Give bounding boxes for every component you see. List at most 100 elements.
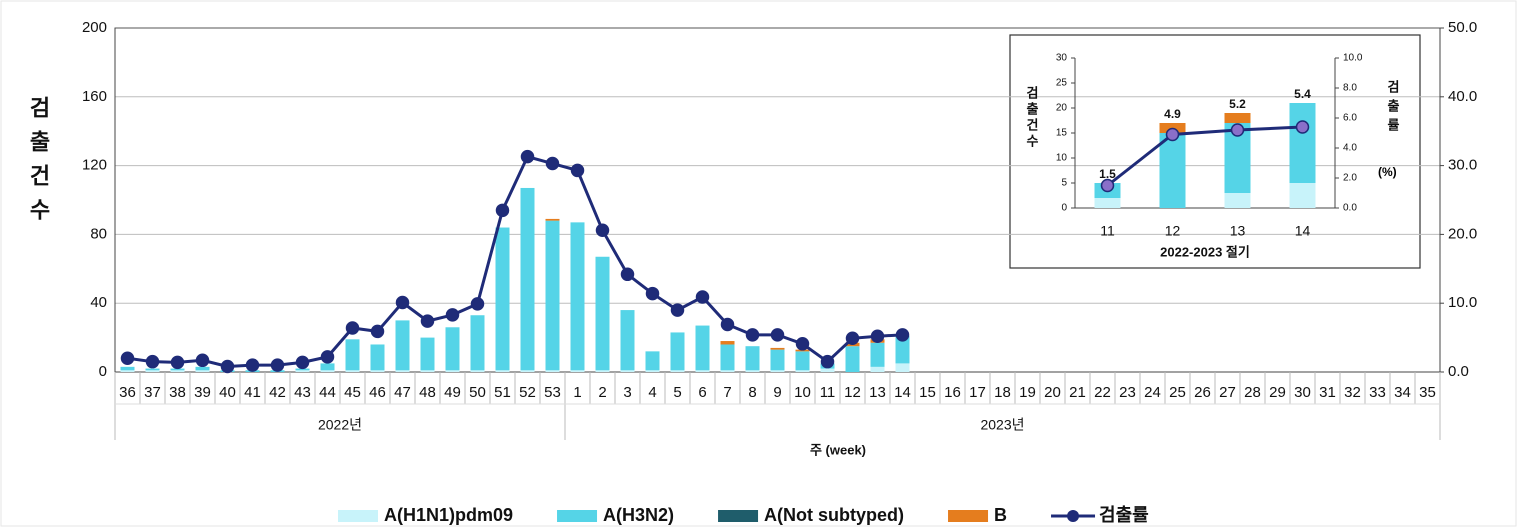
y-tick-label: 5	[1061, 178, 1067, 189]
rate-point	[195, 353, 210, 368]
x-tick-label: 43	[294, 384, 311, 401]
bar-segment	[845, 346, 860, 372]
y-tick-label: 40	[90, 294, 107, 311]
rate-line	[127, 154, 903, 369]
inset-frame	[1009, 34, 1421, 269]
bar-segment	[695, 325, 710, 371]
bar-segment	[670, 332, 685, 371]
bar-segment	[520, 370, 535, 372]
x-tick-label: 25	[1169, 384, 1186, 401]
bar-segment	[770, 349, 785, 371]
x-tick-label: 52	[519, 384, 536, 401]
x-tick-label: 19	[1019, 384, 1036, 401]
y2-tick-label: 30.0	[1448, 157, 1477, 174]
bar-segment	[345, 370, 360, 372]
y2-tick-label: 20.0	[1448, 225, 1477, 242]
bar-segment	[420, 370, 435, 372]
x-tick-label: 2	[598, 384, 606, 401]
y2-tick-label: 0.0	[1448, 363, 1469, 380]
rate-point	[745, 328, 760, 342]
bar-segment	[545, 218, 560, 221]
legend-marker	[1067, 510, 1080, 522]
x-tick-label: 31	[1319, 384, 1336, 401]
x-tick-label: 9	[773, 384, 781, 401]
rate-point	[870, 329, 885, 343]
bar-segment	[620, 370, 635, 372]
x-tick-label: 50	[469, 384, 486, 401]
rate-point	[520, 149, 535, 164]
x-tick-label: 16	[944, 384, 961, 401]
bar-segment	[570, 370, 585, 372]
x-tick-label: 13	[1230, 223, 1246, 239]
y2-tick-label: 40.0	[1448, 88, 1477, 105]
rate-point	[545, 156, 560, 171]
bar-segment	[470, 315, 485, 371]
rate-point	[395, 295, 410, 310]
x-tick-label: 13	[869, 384, 886, 401]
bar-segment	[595, 256, 610, 371]
rate-point	[420, 314, 435, 328]
rate-line	[1106, 125, 1303, 187]
rate-point	[695, 290, 710, 304]
bar-segment	[370, 344, 385, 371]
legend-swatch	[948, 510, 989, 522]
year-group-label: 2022년	[318, 417, 362, 433]
bar-segment	[745, 346, 760, 371]
x-tick-label: 27	[1219, 384, 1236, 401]
x-tick-label: 30	[1294, 384, 1311, 401]
value-label: 4.9	[1164, 107, 1181, 121]
bar-segment	[895, 363, 910, 372]
rate-point	[670, 303, 685, 317]
rate-point	[170, 355, 185, 370]
bar-segment	[170, 370, 185, 372]
rate-point	[220, 359, 235, 374]
x-tick-label: 41	[244, 384, 261, 401]
y2-tick-label: 2.0	[1343, 173, 1357, 184]
rate-point	[795, 337, 810, 351]
legend-label: A(H1N1)pdm09	[384, 505, 513, 525]
bar-segment	[395, 370, 410, 372]
rate-point	[345, 321, 360, 335]
rate-point	[1230, 123, 1245, 137]
rate-point	[845, 331, 860, 346]
y-tick-label: 80	[90, 225, 107, 242]
x-tick-label: 45	[344, 384, 361, 401]
x-tick-label: 44	[319, 384, 336, 401]
legend-label: A(Not subtyped)	[764, 505, 904, 525]
x-tick-label: 46	[369, 384, 386, 401]
x-tick-label: 1	[573, 384, 581, 401]
bar-segment	[295, 368, 310, 371]
bar-segment	[545, 220, 560, 371]
rate-point	[470, 297, 485, 311]
legend-swatch	[557, 510, 598, 522]
bar-segment	[520, 187, 535, 371]
x-tick-label: 21	[1069, 384, 1086, 401]
x-tick-label: 11	[820, 384, 836, 401]
bar-segment	[720, 341, 735, 345]
y2-tick-label: 10.0	[1448, 294, 1477, 311]
rate-point	[595, 223, 610, 238]
x-tick-label: 4	[648, 384, 656, 401]
value-label: 5.4	[1294, 87, 1311, 101]
y2-tick-label: 6.0	[1343, 113, 1357, 124]
x-tick-label: 15	[919, 384, 936, 401]
rate-point	[1165, 127, 1180, 142]
legend-label: A(H3N2)	[603, 505, 674, 525]
rate-point	[645, 286, 660, 301]
year-group-label: 2023년	[980, 417, 1024, 433]
bar-segment	[370, 370, 385, 372]
y2-tick-label: 8.0	[1343, 83, 1357, 94]
bar-segment	[820, 368, 835, 372]
x-tick-label: 11	[1100, 223, 1115, 239]
x-tick-label: 39	[194, 384, 211, 401]
bar-segment	[620, 310, 635, 371]
bar-segment	[770, 370, 785, 372]
x-tick-label: 10	[794, 384, 811, 401]
x-tick-label: 37	[144, 384, 161, 401]
y-tick-label: 200	[82, 19, 107, 36]
y-axis-title: 검출건수	[26, 96, 51, 232]
bar-segment	[495, 227, 510, 371]
